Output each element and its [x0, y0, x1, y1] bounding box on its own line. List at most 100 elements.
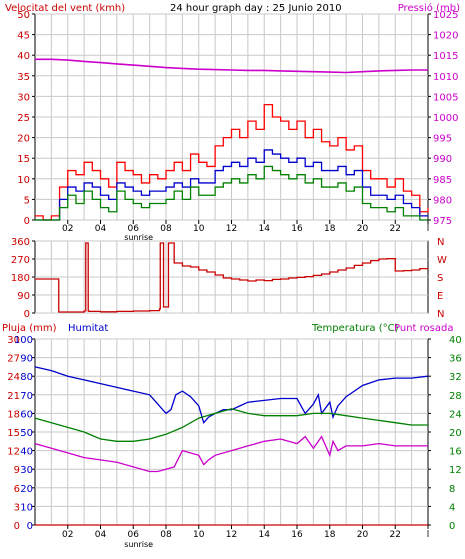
rain-axis-title: Pluja (mm)	[2, 323, 57, 334]
pressure-y-tick-label: 990	[433, 154, 452, 165]
pressure-y-tick-label: 1010	[433, 72, 458, 83]
humidity-y-tick-label: 50	[20, 428, 33, 439]
wind-direction-series	[35, 242, 429, 313]
wind-y-tick-label: 5	[24, 195, 30, 206]
x-tick-label: 12	[226, 224, 237, 234]
x-tick-label: 08	[160, 224, 172, 234]
rain-y-tick-label: 18	[7, 409, 20, 420]
x-tick-label: 06	[128, 224, 140, 234]
x-tick-label: 20	[357, 224, 369, 234]
x-tick-label: 08	[160, 530, 172, 540]
x-tick-label: l	[427, 530, 430, 540]
pressure-y-tick-label: 1000	[433, 113, 458, 124]
wind-axis-title: Velocitat del vent (kmh)	[5, 3, 125, 14]
x-tick-label: 16	[291, 224, 303, 234]
rain-y-tick-label: 30	[7, 335, 20, 346]
direction-y-tick-label: 90	[17, 291, 30, 302]
direction-y-tick-label: 180	[11, 273, 30, 284]
x-tick-label: 10	[193, 530, 205, 540]
temperature-y-tick-label: 8	[449, 484, 455, 495]
rain-y-tick-label: 24	[7, 372, 20, 383]
temperature-y-tick-label: 36	[449, 354, 462, 365]
x-tick-label: 10	[193, 224, 205, 234]
sunrise-label: sunrise	[124, 233, 153, 242]
compass-letter-label: E	[437, 291, 443, 302]
x-tick-label: 06	[128, 530, 140, 540]
humidity-y-tick-label: 40	[20, 447, 33, 458]
wind-y-tick-label: 0	[24, 216, 30, 227]
compass-letter-label: W	[437, 255, 447, 266]
humidity-temperature-series	[34, 366, 429, 526]
rain-y-tick-label: 0	[14, 521, 20, 532]
x-tick-label: 02	[62, 530, 73, 540]
pressure-y-tick-label: 975	[433, 216, 452, 227]
wind-pressure-series	[35, 58, 429, 221]
humidity-y-tick-label: 10	[20, 502, 33, 513]
humidity-y-tick-label: 60	[20, 409, 33, 420]
x-tick-label: 04	[95, 224, 107, 234]
wind-y-tick-label: 15	[17, 154, 30, 165]
pressure-y-tick-label: 980	[433, 195, 452, 206]
humidity-y-tick-label: 20	[20, 484, 33, 495]
dewpoint-axis-title: Punt rosada	[394, 323, 453, 334]
wind-pressure-axes: 0510152025303540455097598098599099510001…	[17, 10, 458, 242]
humidity-y-tick-label: 80	[20, 372, 33, 383]
rain-y-tick-label: 6	[14, 484, 20, 495]
wind-y-tick-label: 30	[17, 92, 30, 103]
direction-y-tick-label: 0	[24, 309, 30, 320]
x-tick-label: 02	[62, 224, 73, 234]
wind-y-tick-label: 35	[17, 72, 30, 83]
series-line-avg	[35, 149, 428, 221]
compass-letter-label: N	[437, 309, 444, 320]
humidity-y-tick-label: 0	[27, 521, 33, 532]
x-tick-label: 14	[259, 224, 271, 234]
wind-pressure-panel: 0510152025303540455097598098599099510001…	[5, 2, 460, 242]
wind-y-tick-label: 20	[17, 134, 30, 145]
x-tick-label: 18	[324, 530, 336, 540]
rain-y-tick-label: 9	[14, 465, 20, 476]
x-tick-label: l	[427, 224, 430, 234]
x-tick-label: 20	[357, 530, 369, 540]
temperature-y-tick-label: 28	[449, 391, 462, 402]
humidity-y-tick-label: 30	[20, 465, 33, 476]
temperature-y-tick-label: 24	[449, 409, 462, 420]
rain-y-tick-label: 27	[7, 354, 20, 365]
series-line-humidity	[34, 366, 429, 425]
temperature-y-tick-label: 4	[449, 502, 455, 513]
wind-direction-grid	[35, 240, 428, 314]
rain-y-tick-label: 12	[7, 447, 20, 458]
pressure-y-tick-label: 985	[433, 175, 452, 186]
rain-y-tick-label: 15	[7, 428, 20, 439]
wind-y-tick-label: 40	[17, 51, 30, 62]
x-tick-label: 22	[390, 224, 401, 234]
series-line-temperature	[34, 408, 428, 442]
pressure-y-tick-label: 1015	[433, 51, 458, 62]
x-tick-label: 14	[259, 530, 271, 540]
rain-y-tick-label: 21	[7, 391, 20, 402]
wind-y-tick-label: 25	[17, 113, 30, 124]
humidity-axis-title: Humitat	[68, 323, 108, 334]
compass-letter-label: N	[437, 237, 444, 248]
pressure-y-tick-label: 995	[433, 134, 452, 145]
temperature-y-tick-label: 20	[449, 428, 462, 439]
rain-y-tick-label: 3	[14, 502, 20, 513]
humidity-y-tick-label: 70	[20, 391, 33, 402]
pressure-y-tick-label: 1020	[433, 31, 458, 42]
temperature-axis-title: Temperatura (°C)	[311, 323, 399, 334]
x-tick-label: 12	[226, 530, 237, 540]
humidity-y-tick-label: 90	[20, 354, 33, 365]
temperature-y-tick-label: 40	[449, 335, 462, 346]
pressure-axis-title: Pressió (mb)	[398, 2, 460, 14]
temperature-y-tick-label: 16	[449, 447, 462, 458]
temperature-y-tick-label: 12	[449, 465, 462, 476]
x-tick-label: 22	[390, 530, 401, 540]
pressure-y-tick-label: 1005	[433, 92, 458, 103]
humidity-y-tick-label: 100	[14, 335, 33, 346]
x-tick-label: 16	[291, 530, 303, 540]
temperature-y-tick-label: 32	[449, 372, 462, 383]
pressure-y-tick-label: 1025	[433, 10, 458, 21]
